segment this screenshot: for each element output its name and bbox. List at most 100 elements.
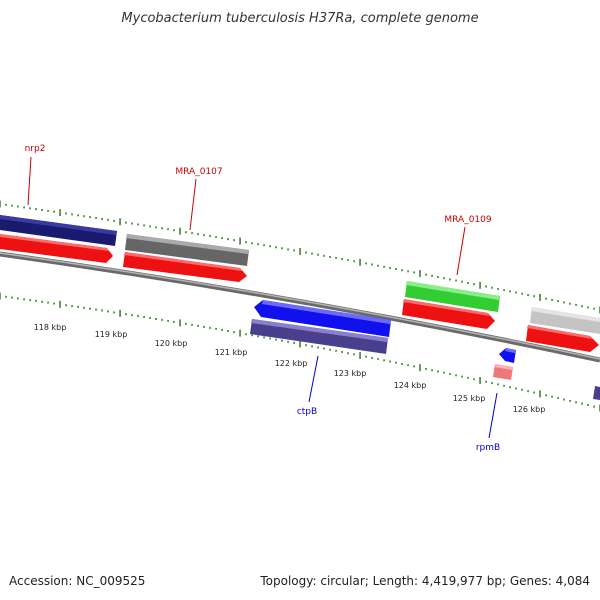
upper-tick: [401, 269, 403, 272]
upper-tick: [233, 239, 235, 242]
feature-next-cds[interactable]: [526, 325, 599, 352]
lower-tick: [491, 382, 493, 385]
upper-tick: [113, 219, 115, 222]
lower-tick: [335, 349, 337, 352]
scale-labels: 118 kbp 119 kbp 120 kbp 121 kbp 122 kbp …: [34, 323, 546, 414]
upper-tick: [281, 247, 283, 250]
upper-tick: [215, 236, 217, 239]
lower-tick: [221, 329, 223, 331]
upper-tick: [179, 227, 181, 235]
lower-tick: [395, 361, 397, 364]
upper-tick: [521, 292, 523, 295]
upper-tick: [41, 209, 43, 211]
gene-label-rpmB[interactable]: rpmB: [476, 443, 500, 453]
lower-tick: [293, 341, 295, 344]
feature-nrp2-cds[interactable]: [0, 234, 113, 263]
upper-tick: [269, 245, 271, 248]
feature-ctpB-gene[interactable]: [250, 319, 388, 354]
upper-tick: [119, 218, 121, 226]
genome-summary-text: Topology: circular; Length: 4,419,977 bp…: [259, 574, 590, 588]
lower-tick: [233, 331, 235, 334]
lower-tick: [341, 351, 343, 353]
lower-tick: [11, 296, 13, 299]
lower-tick: [431, 369, 433, 372]
upper-tick: [143, 224, 145, 227]
upper-tick: [497, 287, 499, 290]
upper-tick: [305, 251, 307, 254]
upper-tick: [473, 283, 475, 286]
upper-tick: [431, 274, 433, 277]
lower-tick: [311, 345, 313, 348]
lower-tick: [587, 404, 589, 407]
lower-tick: [437, 370, 439, 373]
lower-tick: [167, 319, 169, 322]
scale-label: 122 kbp: [275, 359, 308, 368]
gene-label-ctpB[interactable]: ctpB: [297, 407, 317, 417]
lower-tick: [263, 336, 265, 339]
backbone: [0, 251, 600, 363]
lower-tick: [539, 390, 541, 398]
feature-mra0109-gene[interactable]: [405, 281, 500, 312]
upper-tick: [461, 280, 463, 283]
label-line-mra0107: [189, 178, 197, 231]
upper-tick: [569, 302, 571, 305]
lower-tick: [581, 402, 583, 405]
upper-tick: [533, 295, 535, 298]
lower-tick: [107, 310, 109, 313]
upper-tick: [383, 265, 385, 268]
lower-tick: [131, 314, 133, 317]
lower-tick: [461, 375, 463, 378]
lower-tick: [173, 320, 175, 323]
feature-nrp2-gene[interactable]: [0, 215, 117, 246]
upper-tick: [11, 204, 13, 207]
lower-tick: [545, 394, 547, 397]
lower-tick: [413, 365, 415, 368]
upper-tick: [485, 285, 487, 288]
lower-tick: [419, 364, 421, 372]
gene-label-nrp2[interactable]: nrp2: [25, 144, 46, 154]
upper-tick: [47, 209, 49, 212]
upper-tick: [311, 252, 313, 255]
feature-next-gene[interactable]: [530, 307, 600, 334]
lower-tick: [521, 388, 523, 391]
lower-tick: [155, 318, 157, 320]
upper-tick: [365, 262, 367, 265]
upper-tick: [509, 290, 511, 293]
lower-tick: [365, 355, 367, 358]
feature-rpmB-gene[interactable]: [493, 364, 513, 380]
upper-tick: [35, 208, 37, 211]
upper-tick: [299, 248, 301, 255]
lower-tick: [77, 305, 79, 308]
feature-ctpB-cds[interactable]: [254, 300, 391, 337]
lower-tick: [527, 390, 529, 393]
feature-mra0107-gene[interactable]: [125, 234, 249, 266]
lower-tick: [533, 391, 535, 394]
upper-tick: [77, 214, 79, 217]
lower-tick: [149, 317, 151, 319]
upper-tick: [539, 293, 541, 301]
upper-tick: [479, 281, 481, 289]
upper-tick: [107, 218, 109, 221]
lower-tick: [359, 352, 361, 359]
feature-edge-gene[interactable]: [593, 386, 600, 400]
scale-label: 118 kbp: [34, 323, 67, 332]
upper-tick: [275, 246, 277, 249]
feature-rpmB-cds[interactable]: [499, 348, 516, 363]
upper-tick: [95, 217, 97, 219]
lower-tick: [467, 376, 469, 379]
lower-tick: [203, 325, 205, 328]
lower-tick: [191, 323, 193, 326]
upper-tick: [419, 270, 421, 278]
upper-tick: [197, 233, 199, 236]
upper-tick: [65, 212, 67, 215]
feature-mra0107-cds[interactable]: [123, 252, 247, 282]
gene-label-mra0109[interactable]: MRA_0109: [444, 215, 491, 225]
upper-tick: [329, 255, 331, 258]
lower-tick: [389, 360, 391, 363]
gene-label-mra0107[interactable]: MRA_0107: [175, 167, 222, 177]
lower-tick: [41, 300, 43, 303]
lower-tick: [299, 340, 301, 348]
upper-tick: [443, 277, 445, 280]
lower-tick: [209, 326, 211, 329]
feature-mra0109-cds[interactable]: [402, 299, 495, 329]
